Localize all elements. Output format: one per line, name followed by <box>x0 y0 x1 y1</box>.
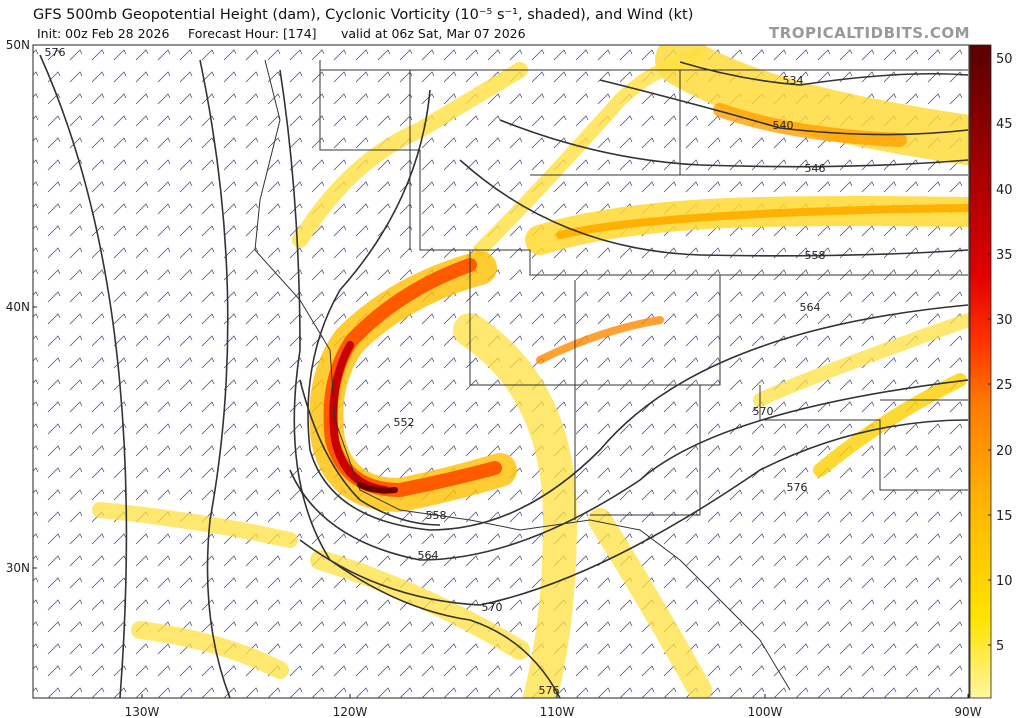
init-time: Init: 00z Feb 28 2026 <box>37 26 169 41</box>
colorbar-tick-label: 45 <box>996 117 1013 132</box>
colorbar-tick-label: 25 <box>996 378 1013 393</box>
map-frame <box>32 44 970 699</box>
contour-label: 558 <box>426 509 447 522</box>
contour-label: 570 <box>753 405 774 418</box>
colorbar-tick-label: 50 <box>996 52 1013 67</box>
title: GFS 500mb Geopotential Height (dam), Cyc… <box>33 7 693 23</box>
colorbar-tick-label: 5 <box>996 639 1004 654</box>
contour-label: 546 <box>805 162 826 175</box>
contour-label: 576 <box>787 481 808 494</box>
contour-labels: 576 534 540 546 558 564 552 570 576 558 564 570 576 <box>45 46 826 697</box>
colorbar-tick-label: 40 <box>996 183 1013 198</box>
lon-label: 120W <box>333 705 368 718</box>
axis-labels: 50N 40N 30N 130W 120W 110W 100W 90W 50 45 40 35 30 25… <box>6 38 1013 718</box>
contour-label: 576 <box>45 46 66 59</box>
contour-label: 552 <box>394 416 415 429</box>
colorbar-tick-label: 10 <box>996 574 1013 589</box>
contour-label: 570 <box>482 601 503 614</box>
colorbar-tick-label: 30 <box>996 313 1013 328</box>
lon-label: 130W <box>125 705 160 718</box>
colorbar-tick-label: 15 <box>996 509 1013 524</box>
political-borders <box>254 59 968 691</box>
forecast-hour: Forecast Hour: [174] <box>188 26 317 41</box>
valid-time: valid at 06z Sat, Mar 07 2026 <box>341 26 526 41</box>
colorbar-tick-label: 20 <box>996 444 1013 459</box>
vorticity-shading <box>92 45 969 698</box>
contour-label: 576 <box>539 684 560 697</box>
colorbar <box>969 44 992 699</box>
lon-label: 100W <box>748 705 783 718</box>
contour-label: 558 <box>805 249 826 262</box>
lat-label: 40N <box>6 300 30 314</box>
contour-label: 564 <box>418 549 439 562</box>
lon-label: 110W <box>540 705 575 718</box>
contour-label: 540 <box>773 119 794 132</box>
lat-label: 50N <box>6 38 30 52</box>
watermark: TROPICALTIDBITS.COM <box>769 24 970 42</box>
contour-label: 564 <box>800 301 821 314</box>
colorbar-tick-label: 35 <box>996 248 1013 263</box>
lat-label: 30N <box>6 561 30 575</box>
lon-label: 90W <box>954 705 981 718</box>
height-contours <box>39 54 969 698</box>
contour-label: 534 <box>783 74 804 87</box>
map-area: 576 534 540 546 558 564 552 570 576 558 564 570 576 <box>33 45 969 698</box>
